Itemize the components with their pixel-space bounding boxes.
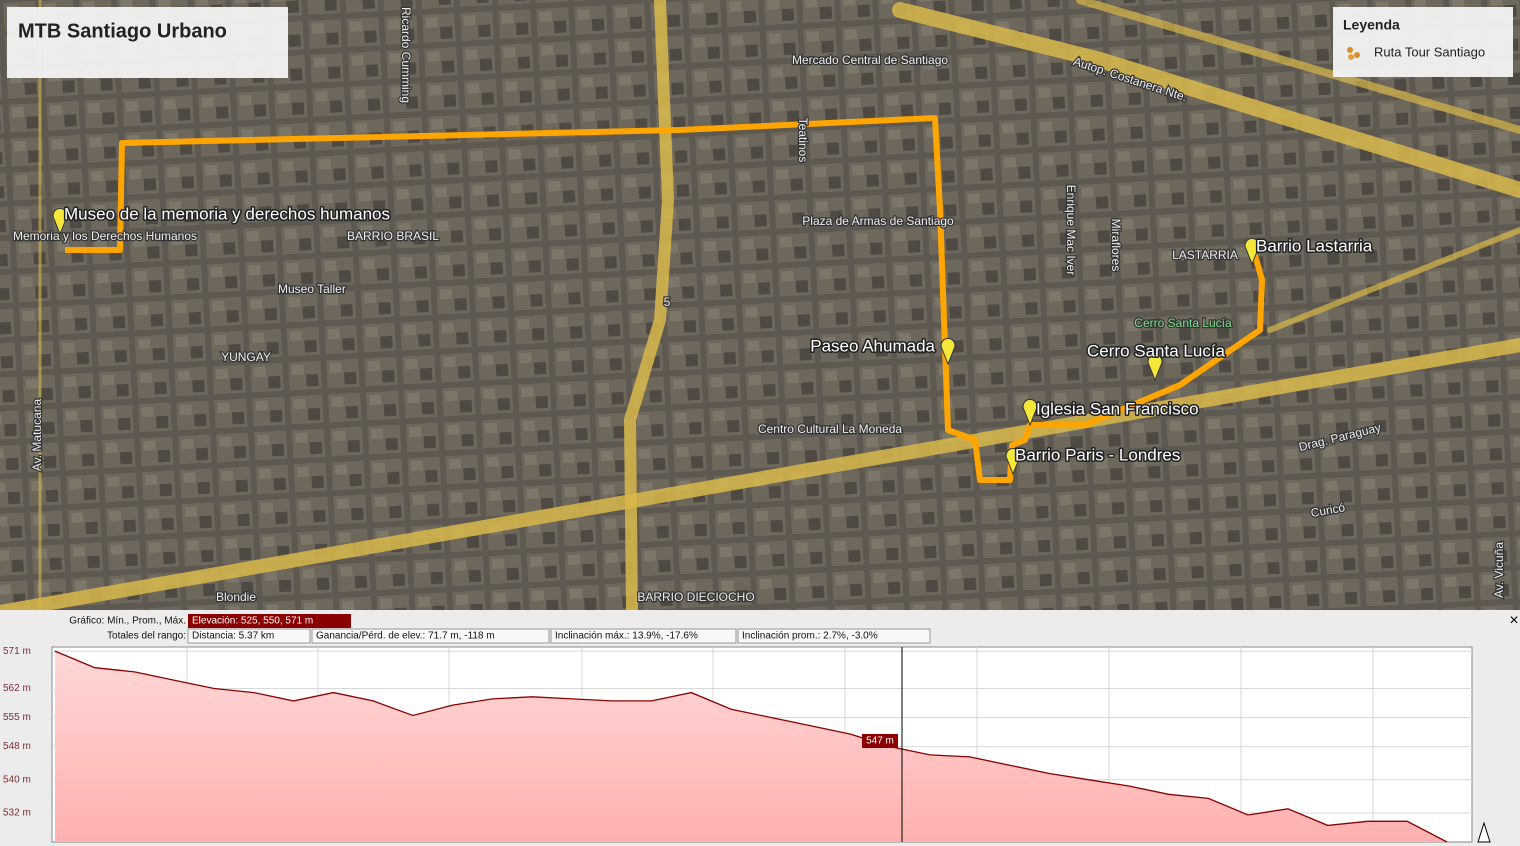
map-label[interactable]: YUNGAY (220, 349, 272, 366)
map-label[interactable]: Teatinos (795, 116, 812, 163)
totals-box (187, 628, 311, 644)
satellite-map[interactable] (0, 0, 1520, 610)
cursor-box (862, 734, 898, 748)
title-box (7, 7, 288, 78)
map-title: MTB Santiago Urbano (18, 20, 227, 42)
stats-value: Elevación: 525, 550, 571 m (192, 616, 313, 627)
map-label[interactable]: Museo Taller (277, 281, 347, 298)
legend-item[interactable]: Ruta Tour Santiago (1374, 44, 1485, 59)
placemark-label[interactable]: Museo de la memoria y derechos humanos (63, 203, 392, 225)
map-label[interactable]: Ricardo Cumming (398, 6, 415, 105)
totals-box (311, 628, 550, 644)
map-label[interactable]: Blondie (215, 589, 258, 606)
road (1267, 227, 1520, 333)
map-label[interactable]: BARRIO DIECIOCHO (636, 589, 756, 606)
placemark-pin[interactable] (1244, 237, 1260, 266)
map-label[interactable]: BARRIO BRASIL (346, 228, 441, 245)
totals-item: Inclinación prom.: 2.7%, -3.0% (742, 631, 878, 642)
map-label[interactable]: Centro Cultural La Moneda (757, 421, 904, 438)
route[interactable] (65, 115, 1265, 483)
road (892, 2, 1520, 198)
map-label[interactable]: Mercado Central de Santiago (791, 52, 950, 69)
placemark-label[interactable]: Barrio Lastarria (1255, 235, 1375, 257)
placemark-pin[interactable] (52, 207, 68, 236)
placemarks: Museo de la memoria y derechos humanos Pa… (52, 203, 1375, 476)
map-label[interactable]: Plaza de Armas de Santiago (801, 213, 955, 230)
map-label[interactable]: LASTARRIA (1171, 247, 1239, 264)
stats-label: Gráfico: Mín., Prom., Máx. (69, 616, 186, 627)
y-tick-label: 571 m (3, 646, 31, 657)
map-label[interactable]: Cerro Santa Lucía (1133, 315, 1233, 332)
profile-arrow[interactable] (1477, 821, 1491, 843)
map-label[interactable]: Av. Matucana (29, 397, 46, 472)
map-label[interactable]: Enrique Mac Iver (1063, 183, 1080, 276)
placemark-pin[interactable] (1005, 447, 1021, 476)
placemark-label[interactable]: Iglesia San Francisco (1035, 398, 1201, 420)
cursor-label: 547 m (866, 736, 894, 747)
totals-item: Inclinación máx.: 13.9%, -17.6% (555, 631, 698, 642)
y-tick-label: 540 m (3, 774, 31, 785)
y-tick-label: 548 m (3, 741, 31, 752)
legend-icon (1347, 47, 1360, 60)
totals-label: Totales del rango: (107, 631, 186, 642)
totals-item: Ganancia/Pérd. de elev.: 71.7 m, -118 m (316, 631, 495, 642)
elevation-line (54, 650, 1448, 843)
map-label[interactable]: Av. Vicuña (1491, 540, 1508, 599)
map-label[interactable]: Miraflores (1108, 217, 1125, 272)
road (0, 338, 1520, 619)
totals-box (737, 628, 931, 644)
totals-box (550, 628, 737, 644)
placemark-label[interactable]: Barrio Paris - Londres (1014, 444, 1182, 466)
elevation-area (55, 651, 1447, 842)
legend-title: Leyenda (1343, 17, 1400, 33)
close-button[interactable]: × (1509, 612, 1518, 629)
stats-box (188, 614, 351, 628)
placemark-pin[interactable] (940, 337, 956, 366)
y-tick-label: 532 m (3, 808, 31, 819)
totals: Distancia: 5.37 km Ganancia/Pérd. de elev… (187, 628, 931, 644)
totals-item: Distancia: 5.37 km (192, 631, 274, 642)
road (1076, 0, 1520, 134)
map-label[interactable]: Memoria y los Derechos Humanos (12, 228, 199, 245)
elevation-chart: 532 m 540 m 548 m 555 m 562 m 571 m (3, 646, 1472, 843)
placemark-pin[interactable] (1147, 353, 1163, 382)
legend-box (1333, 7, 1513, 77)
y-tick-label: 562 m (3, 683, 31, 694)
placemark-label[interactable]: Cerro Santa Lucía (1086, 340, 1228, 362)
map-label[interactable]: 5 (662, 294, 672, 311)
y-tick-label: 555 m (3, 712, 31, 723)
placemark-label[interactable]: Paseo Ahumada (809, 335, 937, 357)
placemark-pin[interactable] (1022, 398, 1038, 427)
